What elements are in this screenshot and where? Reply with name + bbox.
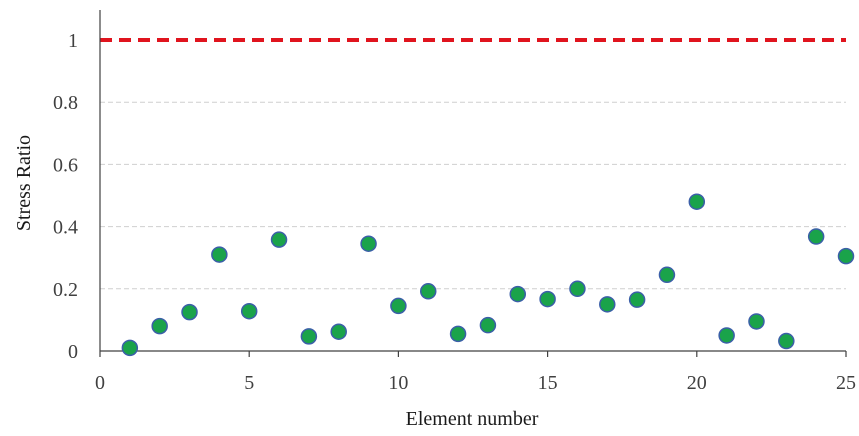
x-tick-label: 15: [538, 372, 558, 394]
data-point: [599, 296, 616, 313]
x-tick-label: 5: [244, 372, 254, 394]
data-point: [718, 327, 735, 344]
y-tick-label: 1: [68, 30, 78, 52]
data-point: [837, 247, 855, 265]
data-point: [181, 303, 198, 321]
data-point: [330, 323, 347, 340]
data-point: [449, 325, 467, 343]
data-point: [240, 302, 258, 320]
x-axis-title: Element number: [406, 408, 539, 430]
axes: [99, 10, 847, 357]
data-point: [270, 231, 288, 248]
data-point: [539, 290, 556, 308]
data-point: [121, 339, 139, 357]
data-point: [778, 332, 795, 350]
x-tick-label: 25: [836, 372, 856, 394]
y-tick-labels: 0 0.2 0.4 0.6 0.8 1: [53, 30, 78, 363]
y-tick-label: 0.8: [53, 92, 78, 114]
data-point: [658, 266, 676, 284]
data-point: [300, 328, 318, 345]
data-point: [419, 283, 437, 300]
data-point: [628, 291, 646, 308]
data-points: [121, 193, 855, 357]
x-tick-label: 20: [687, 372, 707, 394]
data-point: [509, 285, 527, 303]
data-point: [569, 280, 586, 298]
y-tick-label: 0.4: [53, 217, 78, 239]
x-tick-labels: 0 5 10 15 20 25: [95, 372, 856, 394]
y-tick-label: 0.2: [53, 279, 78, 301]
x-tick-label: 0: [95, 372, 105, 394]
data-point: [211, 246, 228, 263]
y-tick-label: 0.6: [53, 154, 78, 176]
data-point: [688, 193, 706, 210]
data-point: [748, 313, 765, 330]
data-point: [807, 228, 825, 245]
data-point: [390, 297, 407, 315]
y-tick-label: 0: [68, 341, 78, 363]
x-tick-label: 10: [388, 372, 408, 394]
data-point: [360, 235, 377, 252]
data-point: [479, 316, 497, 334]
data-point: [151, 317, 168, 335]
gridlines: [100, 101, 846, 290]
y-axis-title: Stress Ratio: [13, 135, 35, 231]
